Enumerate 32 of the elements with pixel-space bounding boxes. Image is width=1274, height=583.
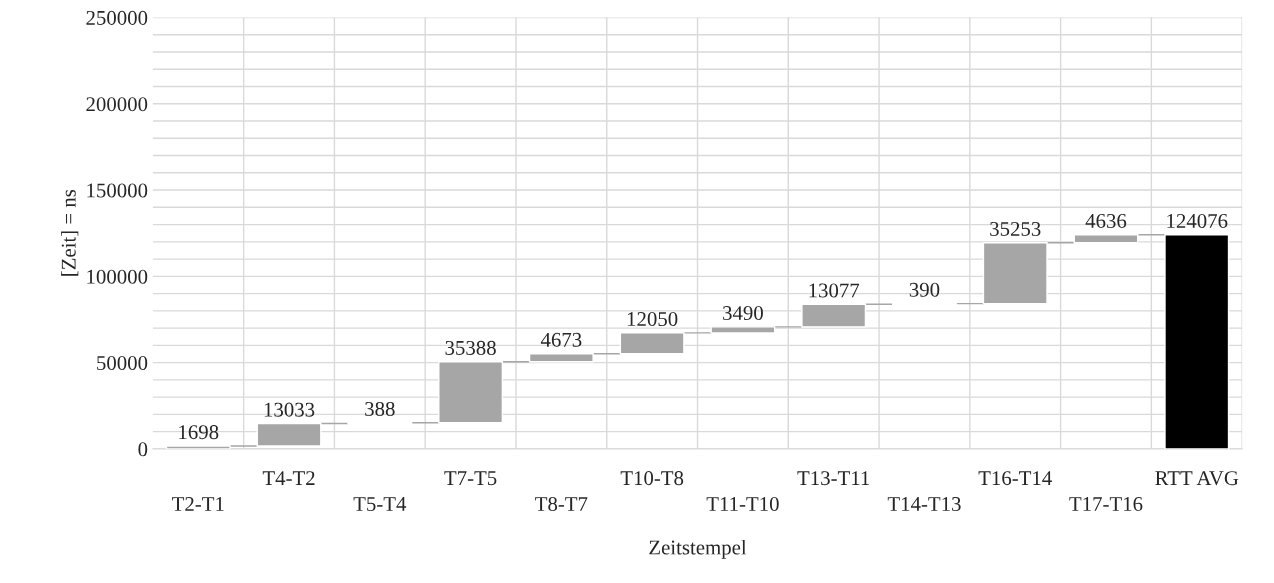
y-tick-label: 200000 <box>86 97 148 112</box>
x-tick-label: T5-T4 <box>353 497 407 512</box>
data-label: 35253 <box>990 221 1041 236</box>
x-tick-label: T2-T1 <box>172 497 224 511</box>
data-label: 12050 <box>627 312 678 327</box>
x-tick-label: T4-T2 <box>262 471 315 485</box>
data-label: 13033 <box>264 402 315 417</box>
y-tick-label: 0 <box>138 442 148 457</box>
y-tick-label: 100000 <box>87 269 148 284</box>
x-tick-label: T17-T16 <box>1069 497 1143 512</box>
x-tick-label: RTT AVG <box>1155 471 1239 486</box>
data-label: 35388 <box>445 340 496 355</box>
x-axis-title: Zeitstempel <box>649 539 747 559</box>
y-tick-label: 50000 <box>97 356 148 371</box>
data-label: 390 <box>909 282 940 297</box>
data-label: 4673 <box>540 332 582 347</box>
data-label: 13077 <box>809 283 860 298</box>
x-tick-label: T13-T11 <box>797 471 870 486</box>
data-label: 388 <box>365 401 395 416</box>
data-label: 1698 <box>179 425 219 440</box>
y-tick-label: 150000 <box>87 183 148 198</box>
x-tick-label: T7-T5 <box>444 471 497 486</box>
x-tick-label: T14-T13 <box>887 497 961 512</box>
data-label: 124076 <box>1167 213 1228 228</box>
y-tick-label: 250000 <box>86 10 148 25</box>
x-tick-label: T16-T14 <box>978 471 1052 486</box>
y-axis-title: [Zeit] = ns <box>61 189 79 276</box>
x-tick-label: T10-T8 <box>620 471 684 486</box>
x-tick-label: T11-T10 <box>706 496 779 512</box>
x-tick-label: T8-T7 <box>535 496 588 512</box>
data-label: 4636 <box>1085 213 1127 228</box>
data-label: 3490 <box>723 305 763 321</box>
